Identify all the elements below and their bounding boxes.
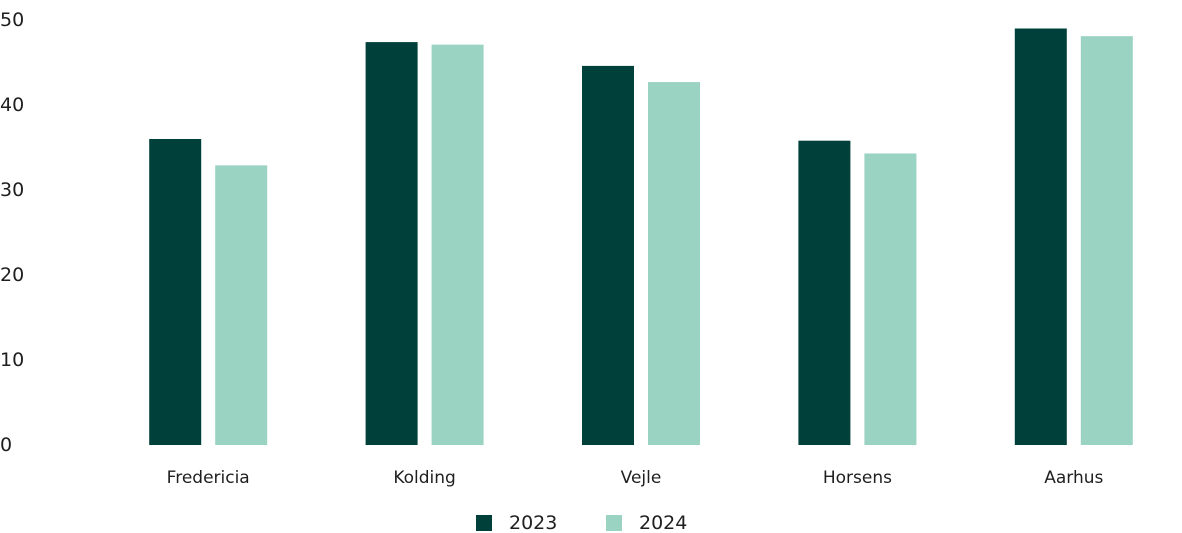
bar-2023-aarhus <box>1014 28 1067 445</box>
x-axis: Fredericia Kolding Vejle Horsens Aarhus <box>167 468 1104 488</box>
legend-swatch-2024 <box>606 515 622 531</box>
y-tick-label: 30 <box>0 179 24 201</box>
bar-2023-fredericia <box>149 139 202 445</box>
x-category-label: Kolding <box>393 468 456 488</box>
bar-2024-kolding <box>431 44 484 446</box>
legend-label-2023: 2023 <box>509 512 557 533</box>
bar-2023-vejle <box>582 65 634 446</box>
bar-2024-horsens <box>864 153 917 445</box>
x-category-label: Aarhus <box>1044 468 1103 488</box>
legend-label-2024: 2024 <box>639 512 687 533</box>
legend-swatch-2023 <box>476 515 492 531</box>
y-tick-label: 0 <box>0 434 12 456</box>
bar-2023-horsens <box>798 140 851 445</box>
bar-2023-kolding <box>365 42 418 445</box>
y-axis: 0 10 20 30 40 50 <box>0 9 24 456</box>
y-tick-label: 50 <box>0 9 24 31</box>
y-tick-label: 20 <box>0 264 24 286</box>
bars <box>149 28 1133 446</box>
legend: 2023 2024 <box>476 512 687 533</box>
bar-2024-vejle <box>648 82 700 446</box>
y-tick-label: 10 <box>0 349 24 371</box>
y-tick-label: 40 <box>0 94 24 116</box>
x-category-label: Vejle <box>621 468 662 488</box>
x-category-label: Fredericia <box>167 468 250 488</box>
bar-2024-fredericia <box>215 165 268 445</box>
x-category-label: Horsens <box>823 468 892 488</box>
bar-2024-aarhus <box>1080 36 1133 446</box>
